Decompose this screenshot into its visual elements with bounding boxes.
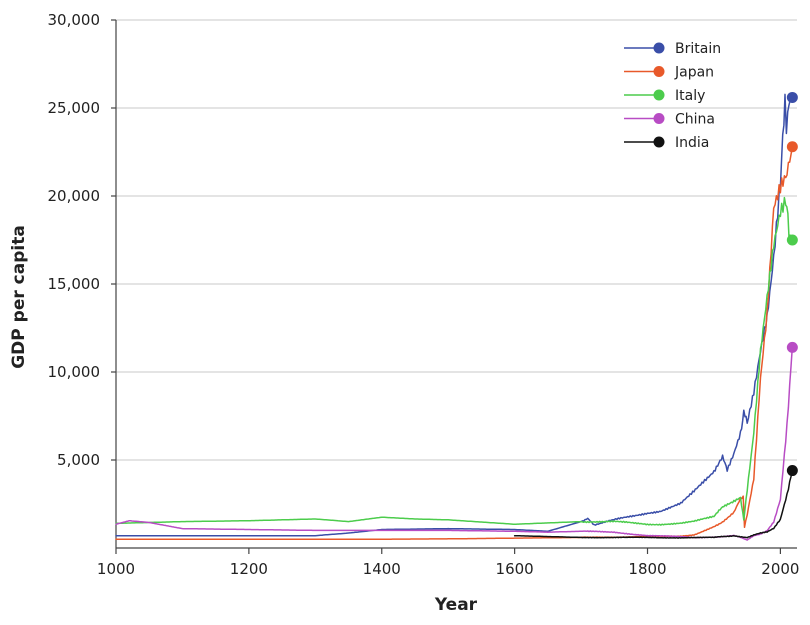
x-tick-label: 1200: [230, 560, 268, 578]
series-line-china: [115, 346, 794, 541]
legend-item-india: India: [624, 135, 709, 151]
series-end-point-italy: [786, 234, 798, 246]
y-tick-label: 15,000: [48, 275, 101, 293]
x-tick-label: 1800: [628, 560, 666, 578]
x-tick-label: 1000: [97, 560, 135, 578]
y-tick-label: 20,000: [48, 187, 101, 205]
chart-legend: Britain Japan Italy China India: [624, 41, 721, 151]
chart-series: [115, 91, 798, 541]
legend-label: India: [675, 135, 709, 151]
series-end-point-britain: [786, 91, 798, 103]
legend-swatch-dot: [653, 66, 665, 77]
series-end-point-india: [786, 465, 798, 477]
series-line-britain: [115, 93, 794, 537]
y-tick-label: 30,000: [48, 11, 101, 29]
x-axis-title: Year: [434, 595, 478, 615]
legend-item-japan: Japan: [624, 65, 714, 81]
x-tick-label: 2000: [761, 560, 799, 578]
legend-label: Italy: [675, 88, 705, 104]
y-axis-title: GDP per capita: [9, 225, 29, 369]
legend-label: Britain: [675, 41, 721, 57]
legend-label: Japan: [674, 65, 714, 81]
series-end-point-japan: [786, 141, 798, 153]
chart-gridlines: [116, 19, 797, 461]
legend-item-italy: Italy: [624, 88, 705, 104]
legend-label: China: [675, 112, 715, 128]
legend-swatch-dot: [653, 136, 665, 148]
series-line-japan: [115, 145, 794, 540]
series-line-india: [513, 469, 794, 539]
x-tick-label: 1400: [363, 560, 401, 578]
series-line-italy: [115, 196, 794, 526]
x-axis-ticks: 1000 1200 1400 1600 1800 2000: [97, 548, 799, 578]
legend-swatch-dot: [653, 113, 665, 124]
legend-item-britain: Britain: [624, 41, 721, 57]
legend-item-china: China: [624, 112, 715, 128]
legend-swatch-dot: [653, 42, 665, 54]
series-end-point-china: [786, 341, 798, 353]
x-tick-label: 1600: [496, 560, 534, 578]
legend-swatch-dot: [653, 89, 665, 101]
y-tick-label: 25,000: [48, 99, 101, 117]
y-tick-label: 10,000: [48, 363, 101, 381]
y-axis-ticks: 5,000 10,000 15,000 20,000 25,000 30,000: [48, 11, 116, 469]
y-tick-label: 5,000: [57, 451, 100, 469]
